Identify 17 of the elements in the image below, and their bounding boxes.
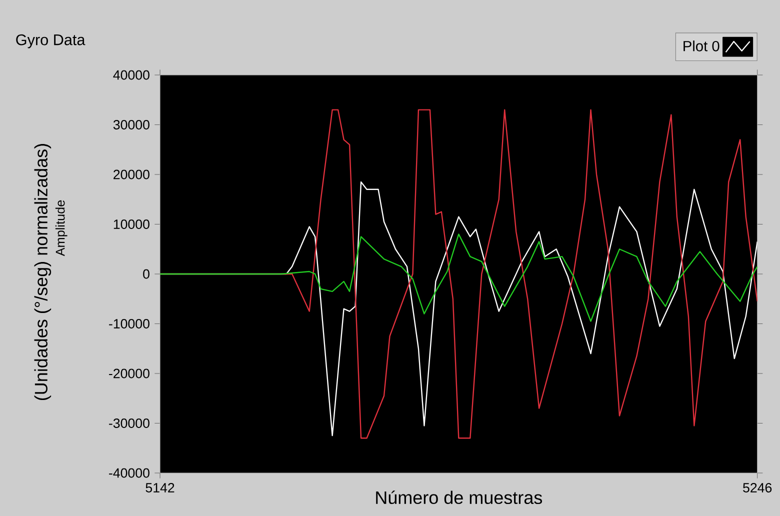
y-tick-label: 40000: [113, 70, 150, 80]
y-tick-label: 20000: [114, 170, 150, 180]
text: Amplitude: [55, 200, 68, 256]
y-tick-label: 30000: [113, 120, 150, 130]
x-axis-title: Número de muestras: [376, 490, 542, 504]
y-tick-label: -10000: [109, 319, 150, 328]
chart-title: Gyro Data: [16, 34, 86, 48]
y-tick-label: -30000: [109, 418, 150, 428]
y-axis-title: (Unidades (°/seg) normalizadas): [34, 144, 52, 400]
y-tick-label: -40000: [109, 468, 150, 478]
y-tick-label: 10000: [114, 220, 150, 229]
x-tick-label: 5142: [146, 483, 174, 492]
y-tick-label: 0: [143, 269, 150, 279]
legend-label: Plot 0: [684, 40, 720, 52]
x-tick-label: 5246: [743, 483, 772, 492]
line-series: [160, 234, 758, 322]
y-tick-label: -20000: [109, 368, 150, 378]
